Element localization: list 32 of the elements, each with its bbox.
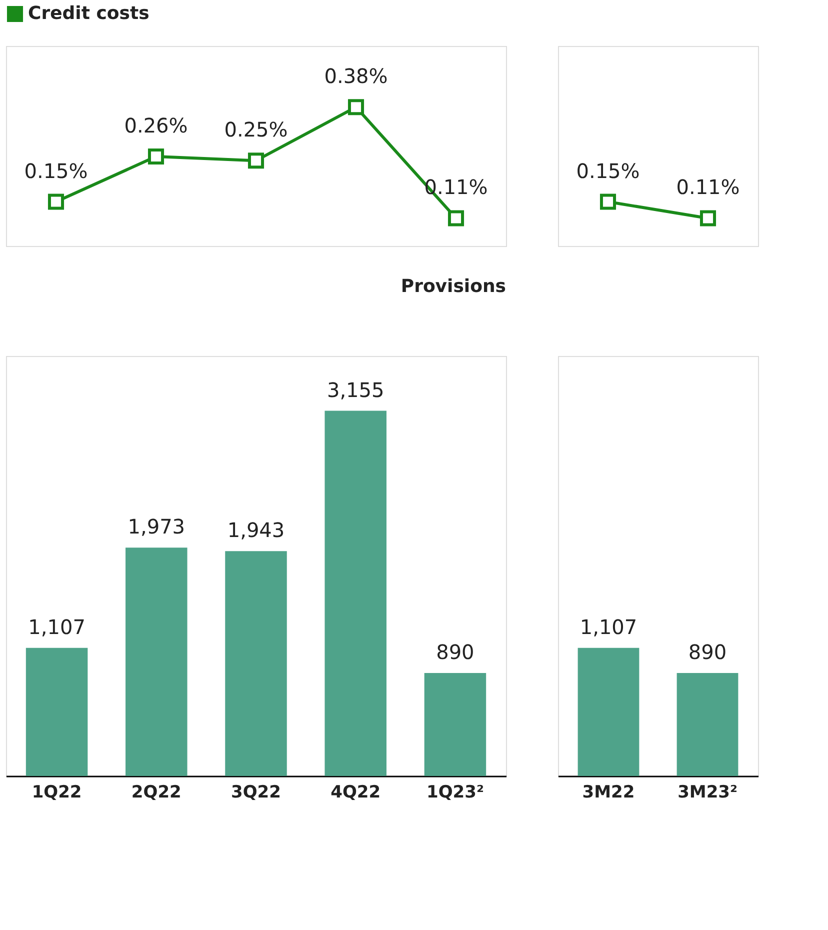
- data-label: 0.26%: [124, 113, 188, 138]
- point: [348, 99, 364, 116]
- x-tick-label: 3Q22: [231, 782, 281, 802]
- point: [148, 148, 164, 165]
- data-label: 0.15%: [24, 158, 88, 183]
- data-label: 0.38%: [324, 64, 388, 88]
- bar: [126, 548, 188, 776]
- data-label: 890: [436, 640, 474, 664]
- bar: [26, 648, 88, 776]
- bar: [324, 410, 386, 776]
- bar: [225, 551, 287, 776]
- x-tick-label: 3M22: [582, 782, 635, 802]
- data-label: 1,973: [128, 514, 186, 539]
- data-label: 1,107: [28, 614, 86, 639]
- data-label: 890: [688, 640, 727, 664]
- data-label: 3,155: [326, 378, 384, 402]
- bar: [424, 672, 486, 776]
- data-label: 1,943: [227, 518, 285, 542]
- point: [48, 194, 64, 210]
- x-tick-label: 3M23²: [678, 782, 738, 802]
- x-tick-label: 4Q22: [330, 782, 381, 802]
- point: [248, 152, 264, 169]
- x-tick-label: 1Q23²: [426, 782, 484, 802]
- chart-title: Provisions: [400, 276, 506, 297]
- x-tick-label: 2Q22: [131, 782, 182, 802]
- data-label: 0.11%: [676, 175, 740, 200]
- data-label: 1,107: [580, 614, 638, 639]
- data-label: 0.25%: [224, 118, 288, 142]
- legend-label: Credit costs: [28, 3, 150, 24]
- x-tick-label: 1Q22: [32, 782, 82, 802]
- data-label: 0.15%: [576, 158, 640, 183]
- point: [448, 210, 464, 226]
